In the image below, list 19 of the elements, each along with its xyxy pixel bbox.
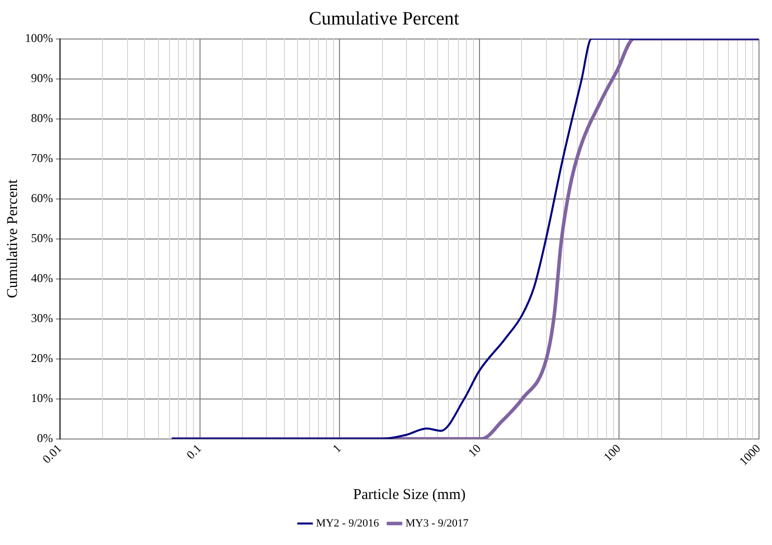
x-axis-title: Particle Size (mm) bbox=[353, 486, 466, 503]
legend-label: MY3 - 9/2017 bbox=[406, 517, 469, 530]
x-tick-label: 100 bbox=[600, 441, 624, 464]
y-tick-label: 80% bbox=[30, 110, 53, 125]
legend-label: MY2 - 9/2016 bbox=[316, 517, 380, 530]
y-tick-label: 70% bbox=[30, 150, 53, 165]
y-tick-label: 100% bbox=[24, 30, 53, 45]
x-tick-label: 1 bbox=[330, 441, 344, 456]
y-tick-label: 90% bbox=[30, 70, 53, 85]
y-tick-label: 50% bbox=[30, 230, 53, 245]
y-tick-label: 10% bbox=[30, 391, 53, 405]
chart-title: Cumulative Percent bbox=[308, 8, 460, 30]
y-tick-label: 40% bbox=[30, 270, 53, 285]
y-tick-label: 30% bbox=[30, 310, 53, 325]
y-axis-title: Cumulative Percent bbox=[4, 178, 21, 298]
x-tick-label: 10 bbox=[465, 441, 484, 460]
x-tick-label: 0.1 bbox=[184, 441, 204, 462]
y-tick-label: 20% bbox=[30, 350, 53, 365]
y-tick-label: 60% bbox=[30, 190, 53, 205]
